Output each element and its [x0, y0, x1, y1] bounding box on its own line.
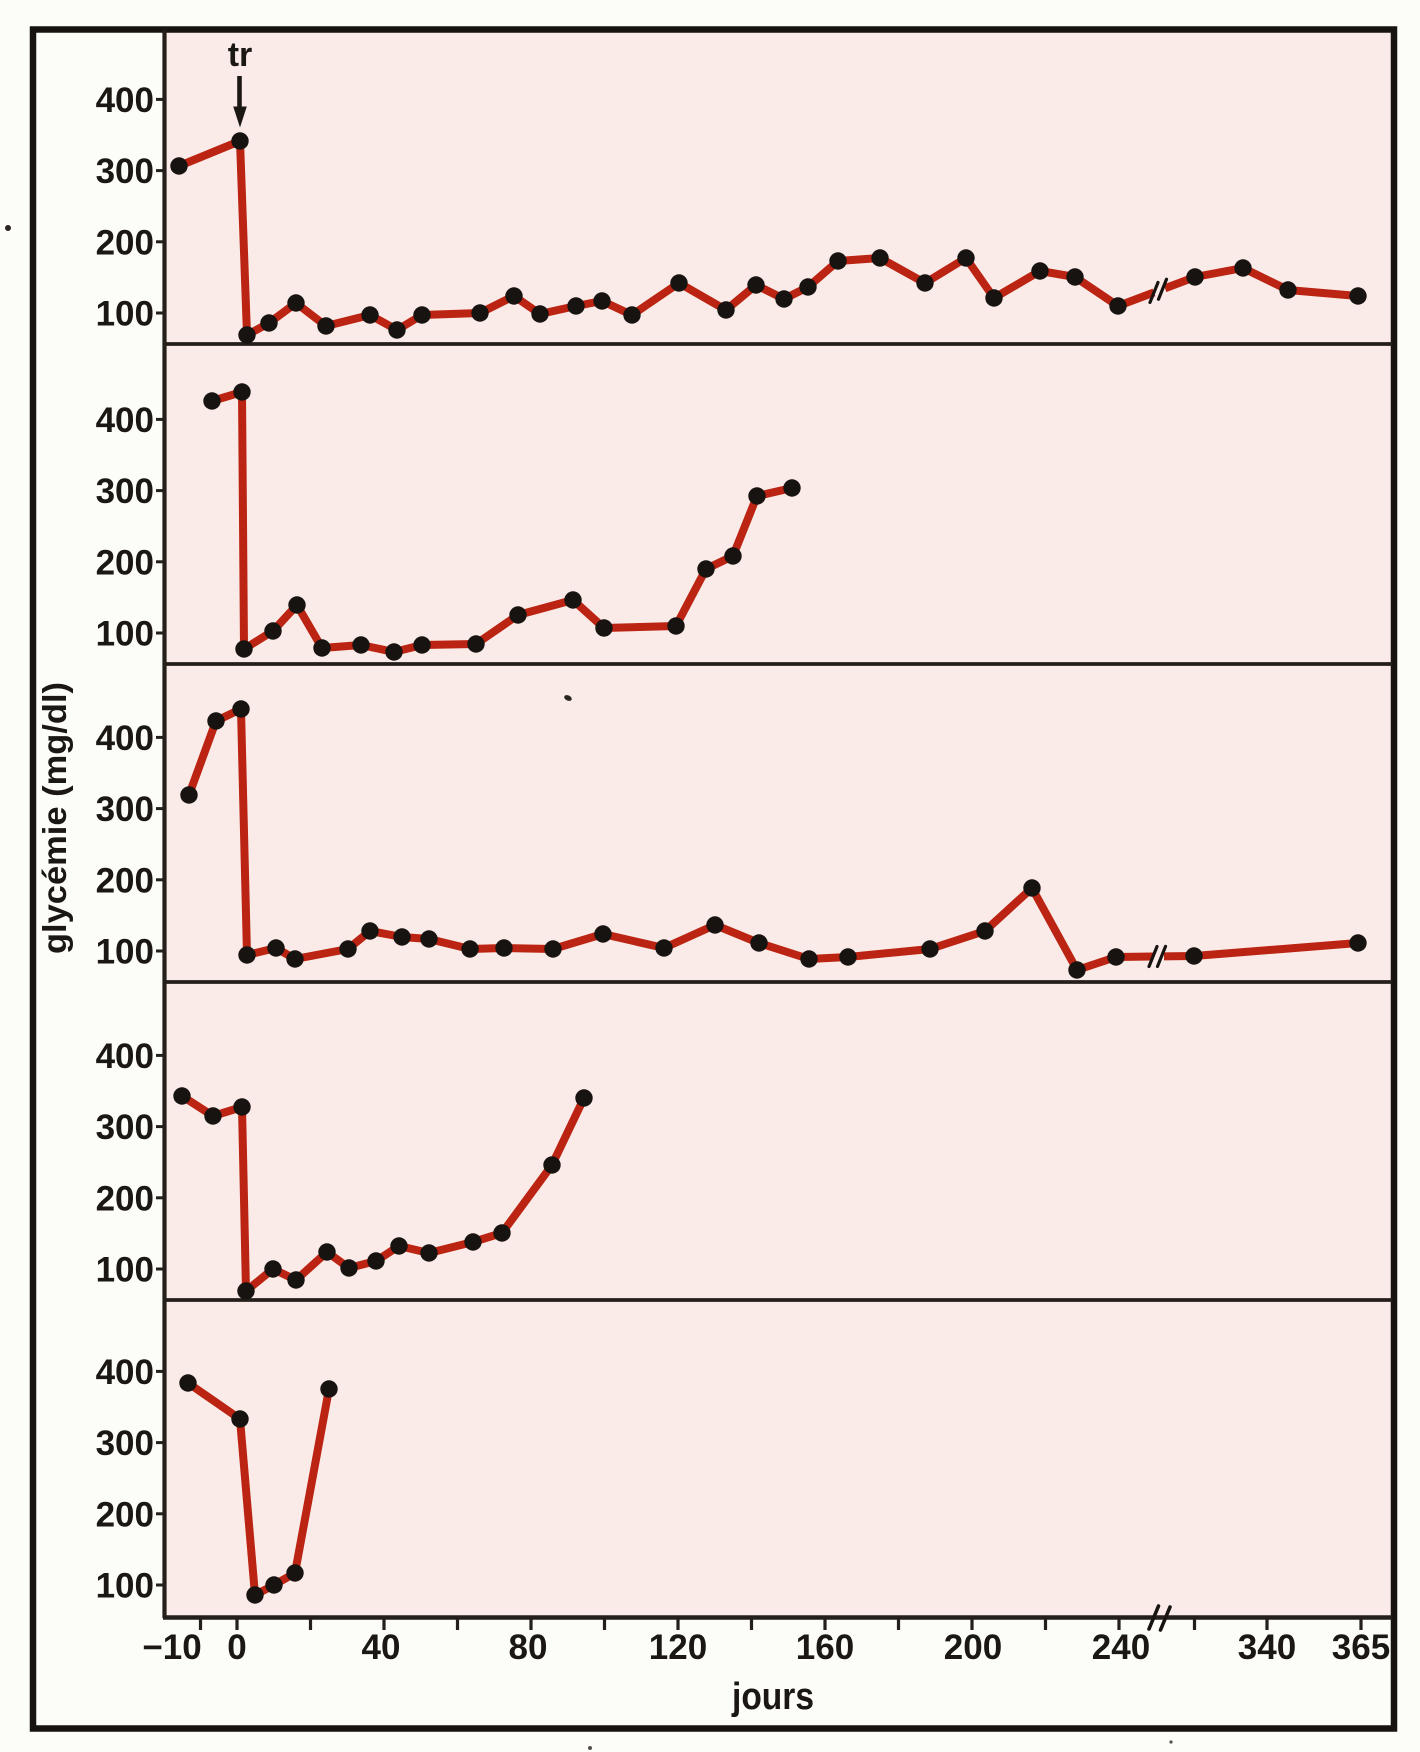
- svg-text:tr: tr: [228, 36, 253, 74]
- svg-text:200: 200: [96, 1179, 154, 1218]
- svg-text:240: 240: [1092, 1628, 1150, 1667]
- svg-text:365: 365: [1332, 1628, 1390, 1667]
- svg-text:120: 120: [649, 1628, 707, 1667]
- svg-text:400: 400: [96, 1037, 154, 1076]
- svg-text:100: 100: [96, 615, 154, 654]
- svg-text:100: 100: [96, 933, 154, 972]
- svg-text:jours: jours: [731, 1676, 814, 1718]
- svg-text:400: 400: [96, 81, 154, 120]
- svg-text:400: 400: [96, 719, 154, 758]
- svg-text:100: 100: [96, 1251, 154, 1290]
- svg-text:80: 80: [509, 1628, 548, 1667]
- svg-text:−10: −10: [142, 1628, 201, 1667]
- svg-text:400: 400: [96, 401, 154, 440]
- svg-text:0: 0: [227, 1628, 246, 1667]
- svg-text:100: 100: [96, 295, 154, 334]
- svg-text:200: 200: [96, 543, 154, 582]
- svg-text:40: 40: [362, 1628, 401, 1667]
- svg-text:300: 300: [96, 790, 154, 829]
- svg-text:200: 200: [96, 223, 154, 262]
- svg-text:200: 200: [96, 1495, 154, 1534]
- svg-text:100: 100: [96, 1567, 154, 1606]
- svg-text:400: 400: [96, 1353, 154, 1392]
- svg-text:200: 200: [944, 1628, 1002, 1667]
- svg-text:300: 300: [96, 472, 154, 511]
- svg-text:340: 340: [1238, 1628, 1296, 1667]
- svg-text:300: 300: [96, 1108, 154, 1147]
- svg-text:300: 300: [96, 1424, 154, 1463]
- svg-text:300: 300: [96, 152, 154, 191]
- svg-text:200: 200: [96, 861, 154, 900]
- svg-text:160: 160: [796, 1628, 854, 1667]
- svg-text:glycémie (mg/dl): glycémie (mg/dl): [36, 682, 73, 954]
